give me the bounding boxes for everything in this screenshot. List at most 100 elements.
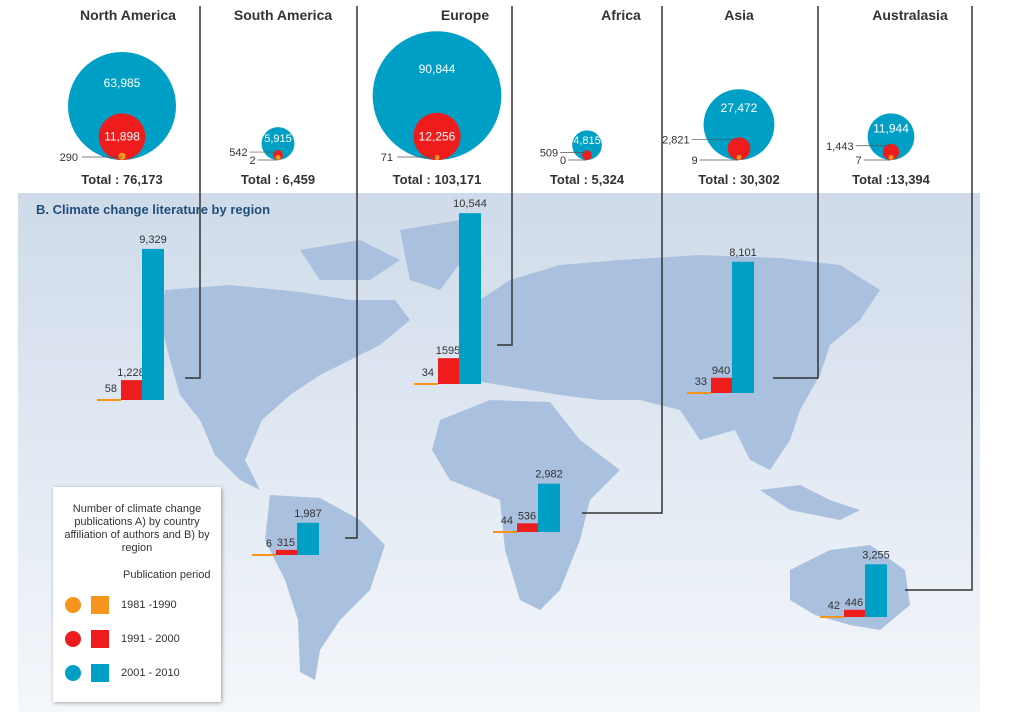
bubble-label-1991-2000: 11,898 bbox=[104, 130, 140, 144]
bubble-1991-2000 bbox=[413, 112, 461, 160]
bar-1991-2000 bbox=[517, 523, 538, 532]
bar-1991-2000 bbox=[844, 609, 865, 617]
bar-label-1991-2000: 940 bbox=[712, 365, 730, 377]
connector-line bbox=[905, 6, 973, 591]
bubble-label-1991-2000: 542 bbox=[229, 147, 247, 159]
connector-line bbox=[345, 6, 358, 539]
bubble-label-1981-1990: 9 bbox=[691, 155, 697, 167]
bar-label-1991-2000: 315 bbox=[277, 537, 295, 549]
total-label: Total : 6,459 bbox=[241, 172, 315, 187]
bar-label-1981-1990: 6 bbox=[266, 538, 272, 550]
total-label: Total : 103,171 bbox=[393, 172, 482, 187]
bubble-label-1991-2000: 12,256 bbox=[419, 129, 456, 143]
legend: Number of climate change publications A)… bbox=[53, 487, 221, 702]
legend-title: Number of climate change publications A)… bbox=[64, 503, 210, 554]
africa-shape bbox=[432, 400, 620, 610]
legend-item-1991-2000: 1991 - 2000 bbox=[65, 629, 221, 649]
bar-2001-2010 bbox=[865, 564, 887, 617]
bubble-label-1981-1990: 2 bbox=[249, 155, 255, 167]
bar-label-1981-1990: 42 bbox=[828, 600, 840, 612]
bar-label-2001-2010: 9,329 bbox=[139, 234, 167, 246]
bubble-label-1991-2000: 509 bbox=[540, 147, 558, 159]
southeast-asia-shape bbox=[760, 485, 860, 520]
bubble-label-1991-2000: 2,821 bbox=[662, 134, 690, 146]
connector-line bbox=[497, 6, 513, 346]
bar-label-1981-1990: 58 bbox=[105, 383, 117, 395]
bar-2001-2010 bbox=[732, 261, 754, 393]
region-title: Australasia bbox=[872, 7, 948, 23]
bubble-1991-2000 bbox=[882, 143, 900, 161]
bubble-1981-1990 bbox=[434, 155, 440, 160]
bubble-1991-2000 bbox=[582, 150, 592, 161]
bubble-label-2001-2010: 5,915 bbox=[264, 133, 292, 145]
total-label: Total :13,394 bbox=[852, 172, 931, 187]
cyan-square-icon bbox=[91, 664, 109, 682]
legend-label: 1981 -1990 bbox=[121, 599, 177, 611]
legend-label: 1991 - 2000 bbox=[121, 633, 180, 645]
connector-line bbox=[185, 6, 201, 379]
bars-africa: 44 536 2,982 bbox=[493, 469, 563, 533]
region-title: South America bbox=[234, 7, 332, 23]
connector-line bbox=[773, 6, 819, 379]
bubble-1981-1990 bbox=[118, 152, 126, 160]
total-label: Total : 30,302 bbox=[698, 172, 779, 187]
section-b-title: B. Climate change literature by region bbox=[36, 202, 270, 217]
bar-1991-2000 bbox=[711, 377, 732, 393]
bars-south-america: 6 315 1,987 bbox=[252, 508, 322, 556]
region-title: North America bbox=[80, 7, 176, 23]
bubble-2001-2010 bbox=[703, 89, 775, 160]
bar-label-1991-2000: 536 bbox=[518, 510, 536, 522]
red-square-icon bbox=[91, 630, 109, 648]
bubble-label-2001-2010: 27,472 bbox=[721, 101, 758, 115]
bars-north-america: 581,228 9,329 bbox=[97, 234, 167, 401]
bar-label-1981-1990: 34 bbox=[422, 367, 434, 379]
bar-2001-2010 bbox=[538, 483, 560, 532]
legend-period-heading: Publication period bbox=[123, 569, 211, 581]
bubble-1991-2000 bbox=[727, 137, 751, 160]
bar-1991-2000 bbox=[438, 358, 459, 384]
north-america-shape bbox=[160, 240, 410, 490]
bar-label-2001-2010: 8,101 bbox=[729, 247, 757, 259]
bar-label-1981-1990: 44 bbox=[501, 515, 513, 527]
bar-label-1991-2000: 1595 bbox=[436, 345, 460, 357]
greenland-shape bbox=[400, 220, 470, 290]
bar-label-1991-2000: 1,228 bbox=[117, 367, 145, 379]
bubble-2001-2010 bbox=[867, 113, 915, 160]
bar-label-2001-2010: 3,255 bbox=[862, 549, 890, 561]
bubble-1991-2000 bbox=[98, 113, 146, 160]
bubble-2001-2010 bbox=[372, 31, 502, 160]
bar-1991-2000 bbox=[276, 549, 297, 555]
bar-label-1991-2000: 446 bbox=[845, 597, 863, 609]
bubble-label-2001-2010: 90,844 bbox=[419, 62, 456, 76]
bars-australasia: 42 446 3,255 bbox=[820, 549, 890, 618]
total-label: Total : 76,173 bbox=[81, 172, 162, 187]
red-circle-icon bbox=[65, 631, 81, 647]
bar-label-2001-2010: 1,987 bbox=[294, 508, 322, 520]
bubble-label-1981-1990: 290 bbox=[60, 152, 78, 164]
bubble-label-2001-2010: 11,944 bbox=[873, 122, 909, 136]
legend-label: 2001 - 2010 bbox=[121, 667, 180, 679]
eurasia-shape bbox=[470, 255, 880, 470]
orange-square-icon bbox=[91, 596, 109, 614]
bar-label-2001-2010: 10,544 bbox=[453, 198, 487, 210]
bubble-label-2001-2010: 4,815 bbox=[573, 135, 601, 147]
bar-2001-2010 bbox=[297, 522, 319, 555]
south-america-shape bbox=[265, 495, 385, 680]
bar-label-2001-2010: 2,982 bbox=[535, 469, 563, 481]
total-label: Total : 5,324 bbox=[550, 172, 625, 187]
bars-asia: 33 940 8,101 bbox=[687, 247, 757, 394]
bubble-label-1981-1990: 71 bbox=[381, 152, 393, 164]
connector-line bbox=[582, 6, 663, 514]
bar-2001-2010 bbox=[142, 248, 164, 400]
bar-label-1981-1990: 33 bbox=[695, 376, 707, 388]
legend-item-2001-2010: 2001 - 2010 bbox=[65, 663, 221, 683]
bubble-2001-2010 bbox=[67, 51, 177, 160]
region-title: Asia bbox=[724, 7, 754, 23]
